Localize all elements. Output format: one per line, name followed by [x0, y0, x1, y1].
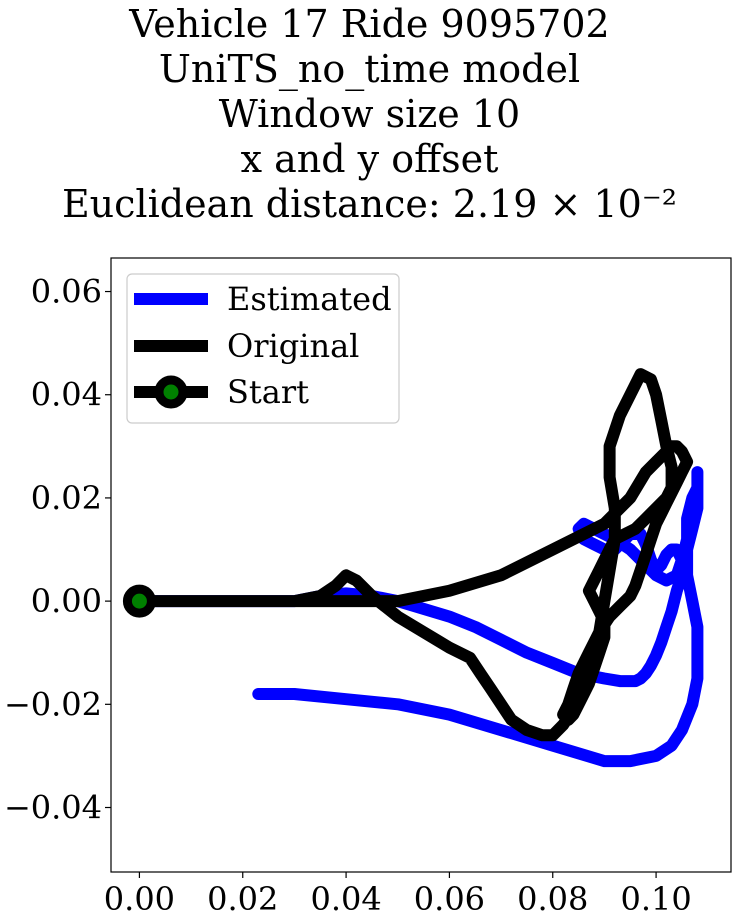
y-tick-label: −0.04 [4, 789, 102, 827]
start-marker [122, 584, 156, 618]
chart-title: Vehicle 17 Ride 9095702 UniTS_no_time mo… [0, 2, 739, 227]
x-tick-label: 0.10 [620, 880, 691, 918]
legend-label-start: Start [227, 373, 309, 411]
x-tick-label: 0.04 [310, 880, 381, 918]
y-tick-label: −0.02 [4, 685, 102, 723]
y-tick-label: 0.06 [31, 273, 102, 311]
title-line-3: Window size 10 [218, 92, 521, 136]
x-tick-label: 0.06 [414, 880, 485, 918]
y-tick-label: 0.04 [31, 376, 102, 414]
title-line-1: Vehicle 17 Ride 9095702 [129, 2, 610, 46]
y-tick-label: 0.00 [31, 582, 102, 620]
series-line-original [133, 368, 694, 742]
title-line-5: Euclidean distance: 2.19 × 10⁻² [61, 182, 678, 226]
title-line-4: x and y offset [240, 137, 499, 181]
legend-marker-start [154, 375, 188, 409]
x-tick-label: 0.08 [517, 880, 588, 918]
x-tick-label: 0.00 [104, 880, 175, 918]
legend-label-original: Original [227, 327, 359, 365]
title-line-2: UniTS_no_time model [158, 47, 581, 91]
plot-area-frame [110, 257, 732, 873]
legend: Estimated Original Start [126, 273, 400, 424]
y-tick-label: 0.02 [31, 479, 102, 517]
legend-box [126, 273, 400, 424]
x-tick-label: 0.02 [207, 880, 278, 918]
legend-label-estimated: Estimated [227, 280, 392, 318]
